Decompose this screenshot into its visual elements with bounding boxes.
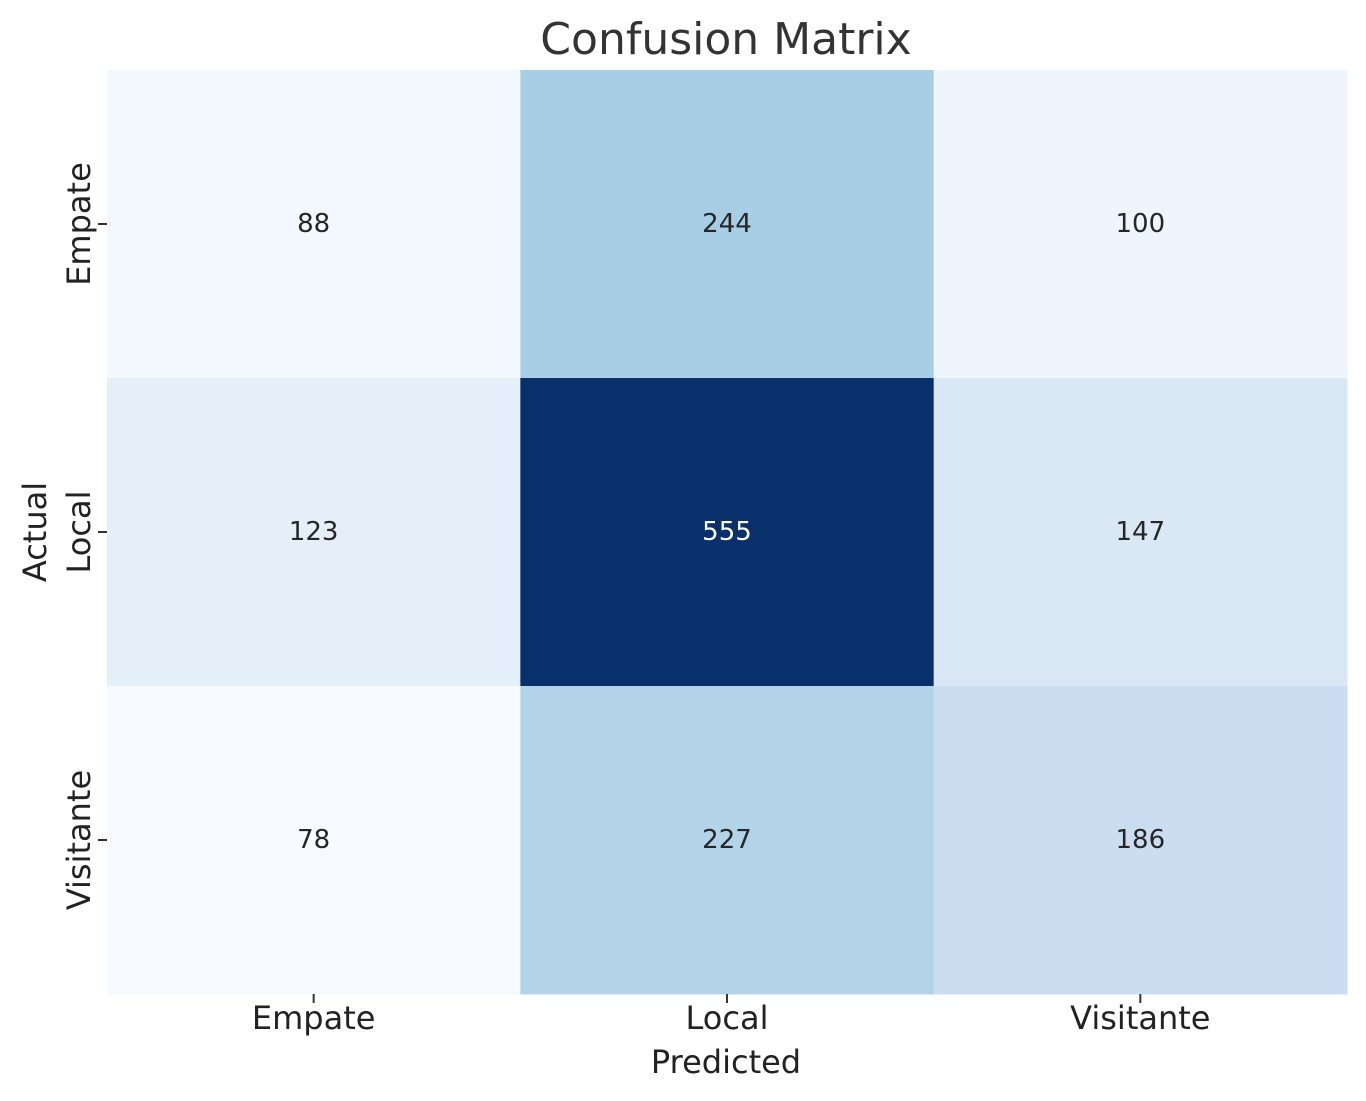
heatmap-cell xyxy=(933,70,1348,379)
heatmap-cell-labels: 88 244 100 123 555 147 78 227 186 xyxy=(289,209,1165,855)
heatmap-cell xyxy=(520,378,935,687)
heatmap-cell xyxy=(107,378,521,687)
heatmap-cell xyxy=(107,686,521,995)
cell-value-label: 186 xyxy=(1116,825,1166,855)
y-axis-label: Actual xyxy=(16,482,54,582)
heatmap-cell xyxy=(933,378,1348,687)
x-axis-label: Predicted xyxy=(651,1043,801,1081)
cell-value-label: 100 xyxy=(1116,209,1166,239)
cell-value-label: 555 xyxy=(702,517,752,547)
x-tick-label: Visitante xyxy=(1070,999,1210,1037)
y-axis-ticks: Empate Local Visitante xyxy=(60,162,107,910)
x-tick-label: Empate xyxy=(252,999,376,1037)
x-axis-ticks: Empate Local Visitante xyxy=(252,994,1210,1037)
cell-value-label: 78 xyxy=(297,825,330,855)
heatmap-cell xyxy=(933,686,1348,995)
y-tick-label: Visitante xyxy=(60,770,98,910)
cell-value-label: 244 xyxy=(702,209,752,239)
y-tick-label: Local xyxy=(60,491,98,574)
y-tick-label: Empate xyxy=(60,162,98,286)
heatmap-cell xyxy=(520,686,935,995)
heatmap-cell xyxy=(107,70,521,379)
cell-value-label: 147 xyxy=(1116,517,1166,547)
heatmap-cells xyxy=(107,70,1348,995)
cell-value-label: 123 xyxy=(289,517,339,547)
x-tick-label: Local xyxy=(686,999,769,1037)
cell-value-label: 88 xyxy=(297,209,330,239)
chart-title: Confusion Matrix xyxy=(540,14,911,65)
cell-value-label: 227 xyxy=(702,825,752,855)
heatmap-cell xyxy=(520,70,935,379)
